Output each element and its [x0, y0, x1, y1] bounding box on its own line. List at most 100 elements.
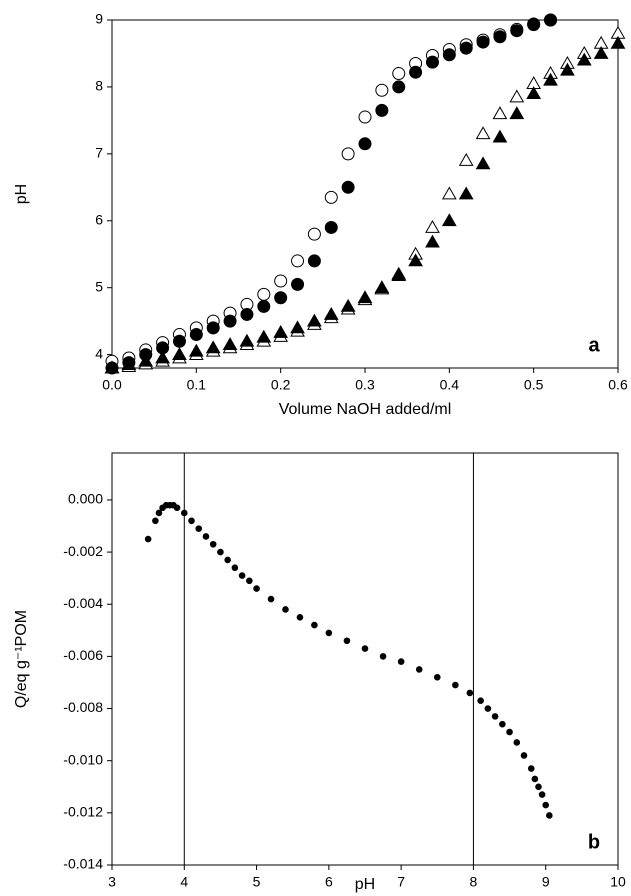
- circle-marker: [224, 556, 231, 564]
- y-tick-label: -0.010: [63, 751, 103, 767]
- y-axis-label: Q/eq g⁻¹POM: [13, 610, 30, 708]
- triangle-marker: [475, 156, 491, 170]
- triangle-marker: [576, 52, 592, 66]
- circle-marker: [223, 314, 237, 328]
- circle-marker: [155, 509, 163, 517]
- circle-marker: [491, 713, 499, 720]
- circle-marker: [144, 535, 152, 543]
- triangle-marker: [256, 329, 272, 343]
- circle-marker: [520, 752, 528, 759]
- circle-marker: [274, 274, 288, 288]
- triangle-marker: [290, 320, 305, 334]
- triangle-marker: [441, 186, 457, 200]
- circle-marker: [282, 606, 289, 613]
- triangle-marker: [425, 219, 440, 233]
- triangle-marker: [374, 280, 390, 294]
- x-tick-label: 3: [108, 874, 116, 890]
- circle-marker: [527, 18, 541, 32]
- panel-label: a: [588, 334, 600, 356]
- triangle-marker: [172, 347, 187, 360]
- triangle-marker: [323, 306, 339, 320]
- circle-marker: [307, 227, 321, 241]
- circle-marker: [442, 48, 456, 62]
- triangle-marker: [155, 350, 170, 364]
- circle-marker: [375, 83, 389, 97]
- circle-marker: [217, 548, 224, 556]
- triangle-marker: [104, 360, 120, 374]
- circle-marker: [240, 307, 254, 321]
- circle-marker: [195, 525, 203, 532]
- triangle-marker: [509, 89, 525, 103]
- x-axis-label: Volume NaOH added/ml: [279, 401, 452, 418]
- triangle-marker: [543, 72, 558, 86]
- triangle-marker: [222, 337, 238, 350]
- x-tick-label: 8: [470, 874, 478, 890]
- circle-marker: [296, 613, 304, 621]
- circle-marker: [506, 728, 513, 736]
- plot-frame: [111, 452, 619, 866]
- circle-marker: [206, 321, 220, 335]
- x-tick-label: 10: [610, 874, 626, 890]
- x-tick-label: 0.6: [608, 377, 628, 393]
- circle-marker: [392, 80, 406, 94]
- circle-marker: [307, 254, 321, 268]
- triangle-marker: [526, 86, 542, 99]
- circle-marker: [311, 621, 318, 629]
- circle-marker: [172, 334, 186, 348]
- circle-marker: [510, 24, 524, 38]
- y-tick-label: -0.002: [63, 543, 103, 559]
- circle-marker: [361, 645, 369, 652]
- circle-marker: [343, 637, 351, 645]
- circle-marker: [341, 180, 355, 194]
- circle-marker: [358, 137, 372, 151]
- x-axis-label: pH: [355, 876, 375, 893]
- triangle-marker: [307, 313, 322, 327]
- circle-marker: [531, 775, 539, 783]
- circle-marker: [180, 509, 188, 517]
- circle-marker: [459, 41, 473, 55]
- circle-marker: [493, 30, 507, 44]
- plot-frame: [111, 19, 619, 369]
- x-tick-label: 0.2: [271, 377, 291, 393]
- y-tick-label: -0.006: [63, 647, 103, 663]
- triangle-marker: [121, 357, 137, 371]
- circle-marker: [324, 220, 338, 234]
- triangle-marker: [205, 340, 221, 354]
- circle-marker: [397, 658, 405, 665]
- circle-marker: [188, 517, 195, 525]
- y-tick-label: 7: [95, 145, 103, 161]
- panel-label: b: [588, 831, 600, 853]
- triangle-marker: [273, 325, 289, 338]
- circle-marker: [477, 697, 484, 705]
- triangle-marker: [188, 343, 204, 357]
- triangle-marker: [610, 35, 626, 49]
- y-axis-label: pH: [13, 184, 30, 204]
- circle-marker: [267, 595, 275, 603]
- triangle-marker: [492, 106, 508, 120]
- circle-marker: [152, 517, 159, 525]
- circle-marker: [513, 739, 521, 746]
- circle-marker: [324, 190, 338, 204]
- triangle-marker: [239, 333, 255, 347]
- triangle-marker: [475, 126, 491, 140]
- circle-marker: [535, 783, 542, 791]
- circle-marker: [358, 110, 372, 124]
- circle-marker: [238, 572, 246, 579]
- y-tick-label: 4: [95, 345, 103, 361]
- circle-marker: [433, 673, 441, 681]
- triangle-marker: [593, 45, 609, 59]
- circle-marker: [325, 629, 333, 637]
- triangle-marker: [560, 62, 575, 76]
- circle-marker: [257, 299, 271, 313]
- triangle-marker: [357, 290, 373, 304]
- x-tick-label: 9: [542, 874, 550, 890]
- triangle-marker: [492, 129, 508, 143]
- circle-marker: [246, 577, 253, 585]
- circle-marker: [499, 720, 506, 728]
- circle-marker: [253, 585, 260, 592]
- circle-marker: [291, 254, 305, 268]
- circle-marker: [291, 277, 305, 291]
- y-tick-label: 9: [95, 11, 103, 27]
- x-tick-label: 5: [253, 874, 261, 890]
